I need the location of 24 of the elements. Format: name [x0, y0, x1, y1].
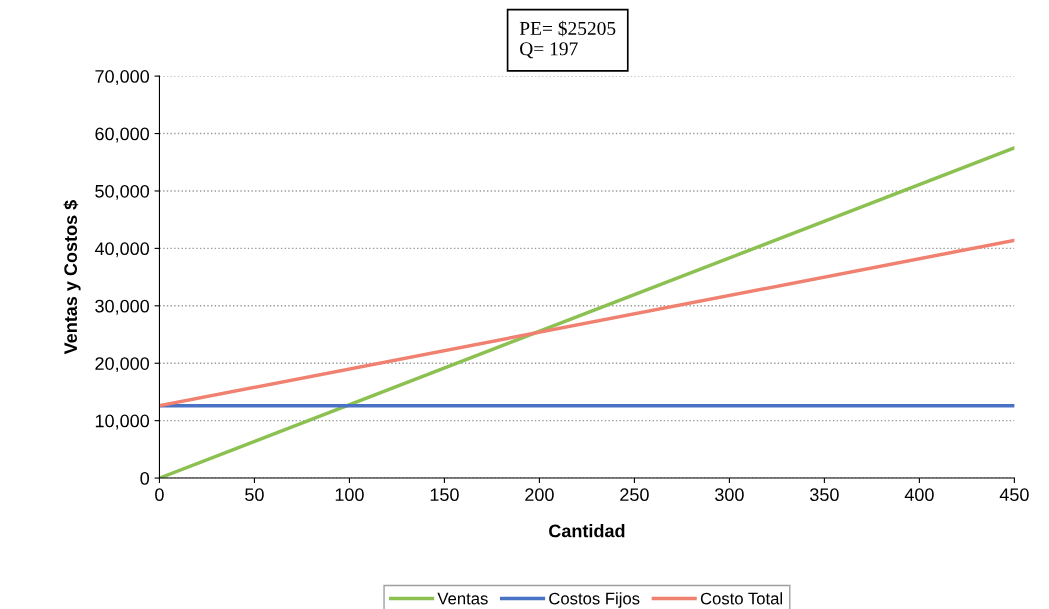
legend-label: Ventas — [437, 592, 488, 605]
y-tick-label: 70,000 — [95, 70, 150, 85]
x-tick-label: 350 — [810, 488, 839, 502]
y-tick-label: 50,000 — [95, 184, 150, 200]
text: PE= $25205 Q= 197 — [519, 20, 616, 59]
x-tick-label: 200 — [525, 488, 554, 502]
x-tick-label: 50 — [245, 488, 264, 502]
x-tick-label: 300 — [715, 488, 744, 502]
x-tick-label: 0 — [155, 488, 164, 502]
y-tick-label: 30,000 — [95, 299, 150, 315]
y-tick-label: 60,000 — [95, 127, 150, 143]
legend-label: Costos Fijos — [549, 592, 640, 608]
x-tick-label: 150 — [430, 488, 459, 502]
x-tick-label: 400 — [904, 488, 934, 502]
y-tick-label: 0 — [140, 472, 150, 485]
x-tick-label: 100 — [335, 488, 364, 502]
x-tick-label: 450 — [999, 488, 1029, 502]
y-tick-label: 10,000 — [95, 414, 150, 430]
x-tick-label: 250 — [620, 488, 649, 502]
y-tick-label: 40,000 — [94, 242, 150, 258]
legend-label: Costo Total — [700, 592, 782, 605]
y-tick-label: 20,000 — [95, 357, 150, 373]
y-axis-title: Ventas y Costos $ — [63, 200, 81, 355]
x-axis-title: Cantidad — [549, 524, 625, 538]
